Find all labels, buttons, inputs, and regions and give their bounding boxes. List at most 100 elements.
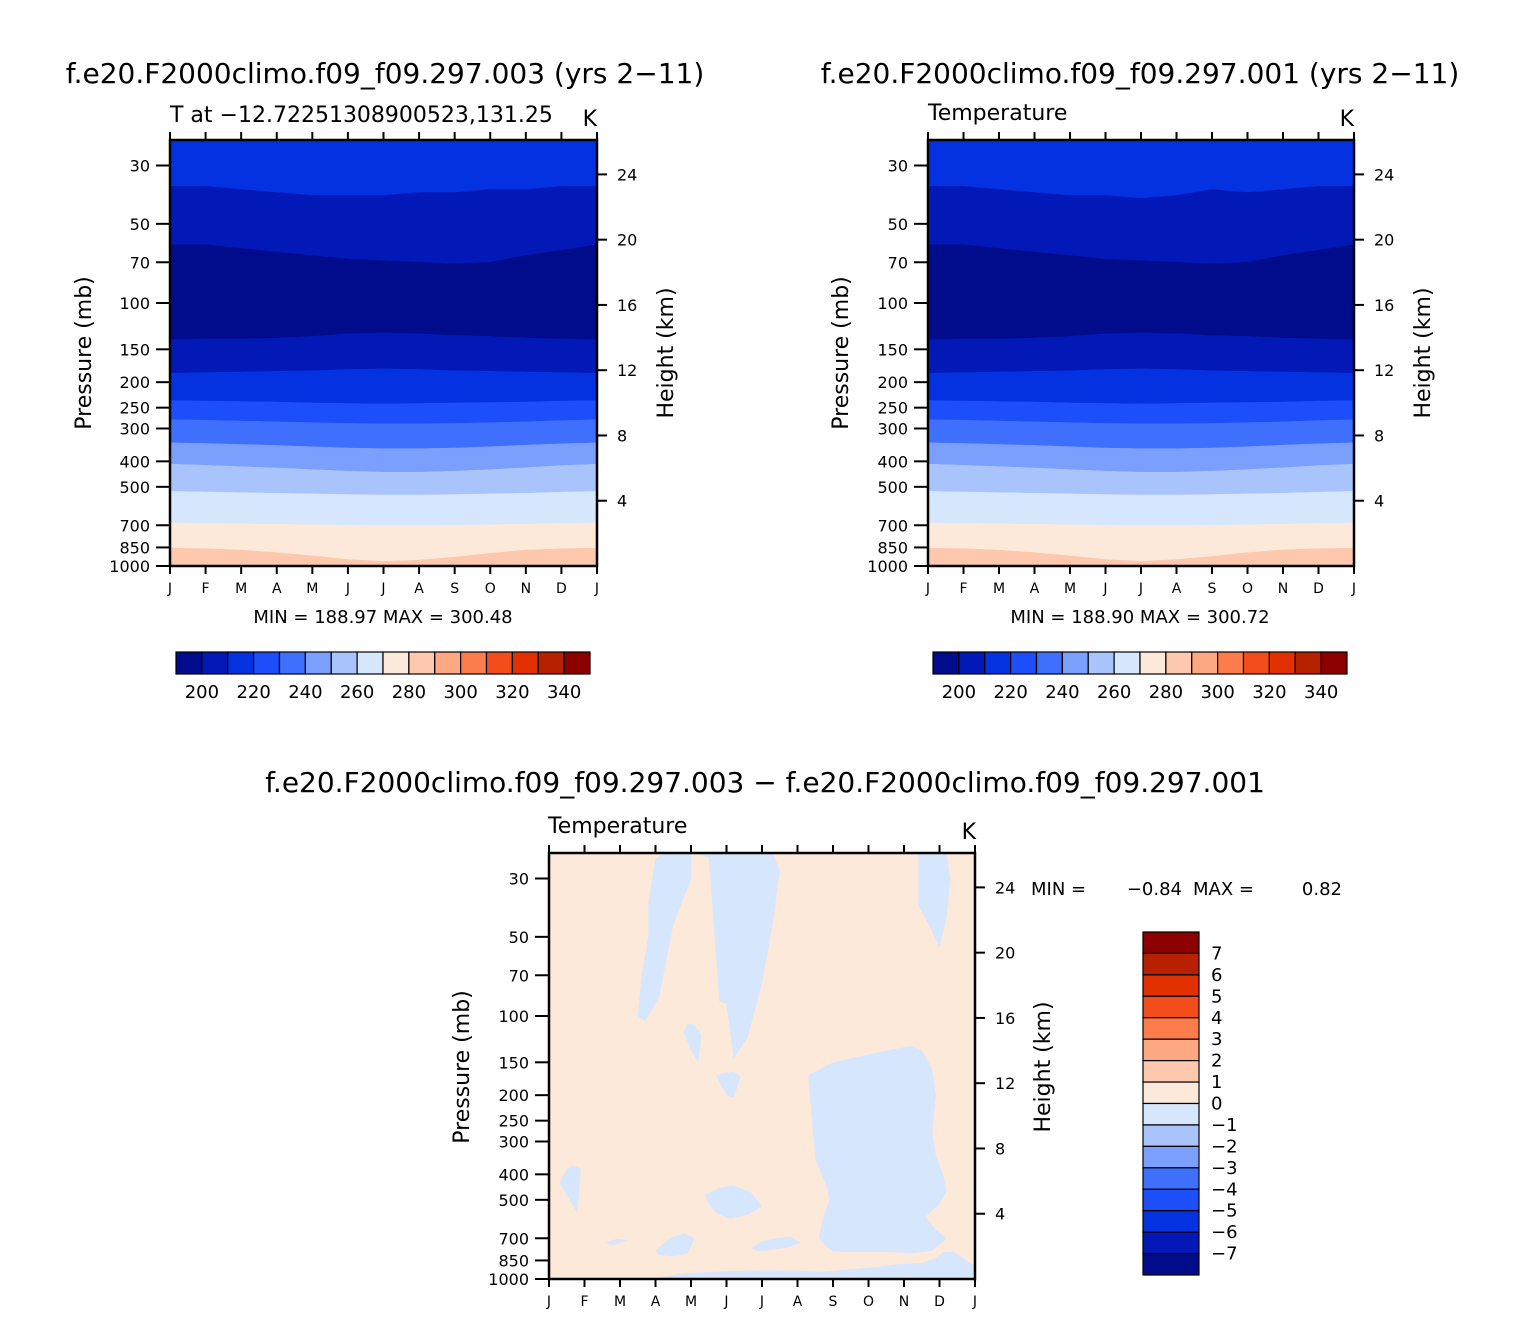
panel-1-height-axis-label: Height (km) <box>654 287 679 418</box>
x-tick-label: J <box>972 1294 977 1310</box>
x-tick-label: F <box>959 581 967 597</box>
colorbar-box <box>1142 1210 1200 1233</box>
colorbar-box <box>1142 1167 1200 1190</box>
colorbar-box <box>537 651 565 675</box>
colorbar-box <box>1113 651 1141 675</box>
colorbar-box <box>201 651 229 675</box>
pressure-tick-label: 200 <box>119 373 150 392</box>
colorbar-box <box>958 651 986 675</box>
x-tick-label: M <box>306 581 318 597</box>
contour-band <box>169 332 598 374</box>
pressure-tick-label: 100 <box>877 294 908 313</box>
colorbar-box <box>1320 651 1348 675</box>
pressure-tick-label: 300 <box>877 419 908 438</box>
height-tick-label: 20 <box>1374 231 1394 250</box>
plot-frame <box>168 138 599 568</box>
colorbar-box <box>382 651 410 675</box>
height-tick-label: 8 <box>617 426 627 445</box>
colorbar-box <box>175 651 203 675</box>
height-tick-label: 16 <box>995 1009 1015 1028</box>
chart-marks-layer: J F M A M J J A S O N D J305070100150200250300400500… <box>109 132 1394 1310</box>
colorbar-box <box>1294 651 1322 675</box>
x-tick-label: J <box>546 1294 551 1310</box>
pressure-tick-label: 400 <box>498 1165 529 1184</box>
panel-3-subtitle: Temperature <box>547 814 687 839</box>
colorbar-box <box>1142 1252 1200 1276</box>
colorbar-box <box>1217 651 1245 675</box>
panel-3-min-value: −0.84 <box>1127 879 1182 900</box>
negative-region <box>662 1252 975 1279</box>
panel-1-units: K <box>583 107 598 132</box>
colorbar-box <box>1242 651 1270 675</box>
pressure-tick-label: 150 <box>498 1053 529 1072</box>
height-tick-label: 20 <box>617 231 637 250</box>
pressure-tick-label: 30 <box>509 869 529 888</box>
colorbar-label: 240 <box>1045 682 1079 703</box>
colorbar-label: 6 <box>1211 965 1222 986</box>
panel-1-title: f.e20.F2000climo.f09_f09.297.003 (yrs 2−… <box>66 57 705 90</box>
pressure-tick-label: 30 <box>888 156 908 175</box>
colorbar-box <box>1142 952 1200 976</box>
colorbar-box <box>408 651 436 675</box>
negative-region <box>637 853 691 1022</box>
colorbar-label: 7 <box>1211 943 1222 964</box>
colorbar-box <box>1142 995 1200 1019</box>
height-tick-label: 24 <box>1374 165 1394 184</box>
contour-band <box>927 491 1355 526</box>
pressure-tick-label: 850 <box>877 538 908 557</box>
pressure-tick-label: 50 <box>509 928 529 947</box>
x-tick-label: M <box>993 581 1005 597</box>
colorbar-box <box>1061 651 1089 675</box>
pressure-tick-label: 700 <box>877 516 908 535</box>
height-tick-label: 20 <box>995 944 1015 963</box>
pressure-tick-label: 70 <box>130 253 150 272</box>
pressure-tick-label: 100 <box>119 294 150 313</box>
panel-2-title: f.e20.F2000climo.f09_f09.297.001 (yrs 2−… <box>821 57 1460 90</box>
height-tick-label: 4 <box>995 1205 1005 1224</box>
colorbar-box <box>304 651 332 675</box>
colorbar-box <box>1142 931 1200 955</box>
x-tick-label: A <box>651 1294 661 1310</box>
x-tick-label: A <box>1172 581 1182 597</box>
height-tick-label: 16 <box>1374 296 1394 315</box>
colorbar-label: 3 <box>1211 1029 1222 1050</box>
pressure-tick-label: 1000 <box>109 557 150 576</box>
contour-band <box>927 400 1355 425</box>
pressure-tick-label: 300 <box>498 1132 529 1151</box>
pressure-tick-label: 500 <box>877 478 908 497</box>
x-tick-label: A <box>1030 581 1040 597</box>
pressure-tick-label: 500 <box>119 478 150 497</box>
colorbar-label: −2 <box>1211 1136 1238 1157</box>
colorbar-box <box>1142 1231 1200 1255</box>
pressure-tick-label: 30 <box>130 156 150 175</box>
panel-2-height-axis-label: Height (km) <box>1411 287 1436 418</box>
pressure-tick-label: 200 <box>877 373 908 392</box>
pressure-tick-label: 50 <box>130 215 150 234</box>
pressure-tick-label: 700 <box>498 1229 529 1248</box>
colorbar-box <box>227 651 255 675</box>
colorbar-box <box>1142 1081 1200 1105</box>
negative-region <box>694 853 780 1059</box>
colorbar-box <box>330 651 358 675</box>
panel-1-contour-fill <box>169 139 598 567</box>
negative-region <box>683 1023 702 1063</box>
colorbar-label: 280 <box>392 682 426 703</box>
x-tick-label: F <box>202 581 210 597</box>
x-tick-label: S <box>450 581 459 597</box>
negative-region <box>918 853 951 948</box>
panel-2-contour-fill <box>927 139 1355 567</box>
x-tick-label: O <box>863 1294 874 1310</box>
pressure-tick-label: 150 <box>877 340 908 359</box>
colorbar-label: 320 <box>1252 682 1286 703</box>
panel-3-min-label: MIN = <box>1031 879 1086 900</box>
colorbar-label: 280 <box>1149 682 1183 703</box>
panel-3-height-axis-label: Height (km) <box>1031 1001 1056 1132</box>
x-tick-label: M <box>614 1294 626 1310</box>
x-tick-label: J <box>594 581 599 597</box>
panel-2-subtitle: Temperature <box>927 101 1067 126</box>
colorbar-box <box>1142 1124 1200 1147</box>
colorbar-label: 240 <box>288 682 322 703</box>
colorbar-box <box>434 651 462 675</box>
